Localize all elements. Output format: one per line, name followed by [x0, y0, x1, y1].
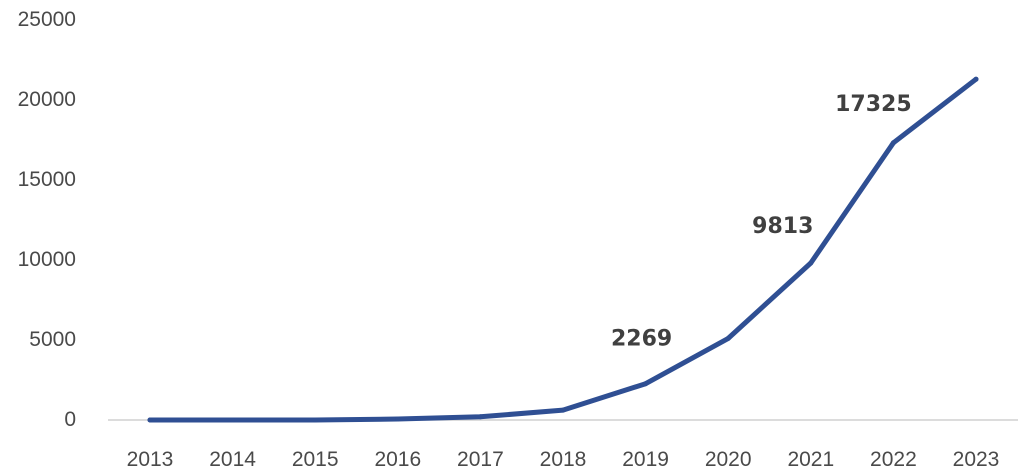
y-tick-label: 15000: [18, 168, 76, 191]
y-tick-label: 5000: [29, 328, 76, 351]
x-tick-label: 2020: [705, 448, 752, 470]
y-tick-label: 20000: [18, 88, 76, 111]
data-point: [477, 414, 483, 420]
data-points: [147, 76, 979, 423]
data-point: [643, 381, 649, 387]
data-point: [395, 416, 401, 422]
data-point: [147, 417, 153, 423]
data-labels: 2269 9813 17325: [611, 92, 912, 352]
x-tick-label: 2016: [374, 448, 421, 470]
series-line: [147, 76, 979, 423]
x-tick-label: 2017: [457, 448, 504, 470]
x-tick-label: 2021: [787, 448, 834, 470]
x-tick-label: 2018: [540, 448, 587, 470]
data-point: [973, 76, 979, 82]
x-tick-label: 2019: [622, 448, 669, 470]
y-axis: 0 5000 10000 15000 20000 25000: [18, 8, 76, 431]
data-point: [312, 417, 318, 423]
data-point: [725, 335, 731, 341]
data-point: [560, 407, 566, 413]
x-tick-label: 2014: [209, 448, 256, 470]
data-point: [808, 260, 814, 266]
x-axis: 2013 2014 2015 2016 2017 2018 2019 2020 2021 2022…: [127, 448, 1000, 470]
x-tick-label: 2013: [127, 448, 174, 470]
data-label: 2269: [611, 327, 672, 352]
data-point: [890, 140, 896, 146]
data-point: [230, 417, 236, 423]
x-tick-label: 2015: [292, 448, 339, 470]
y-tick-label: 10000: [18, 248, 76, 271]
data-label: 9813: [752, 214, 813, 239]
x-tick-label: 2022: [870, 448, 917, 470]
data-label: 17325: [835, 92, 912, 117]
y-tick-label: 0: [64, 408, 76, 431]
y-tick-label: 25000: [18, 8, 76, 31]
x-tick-label: 2023: [953, 448, 1000, 470]
